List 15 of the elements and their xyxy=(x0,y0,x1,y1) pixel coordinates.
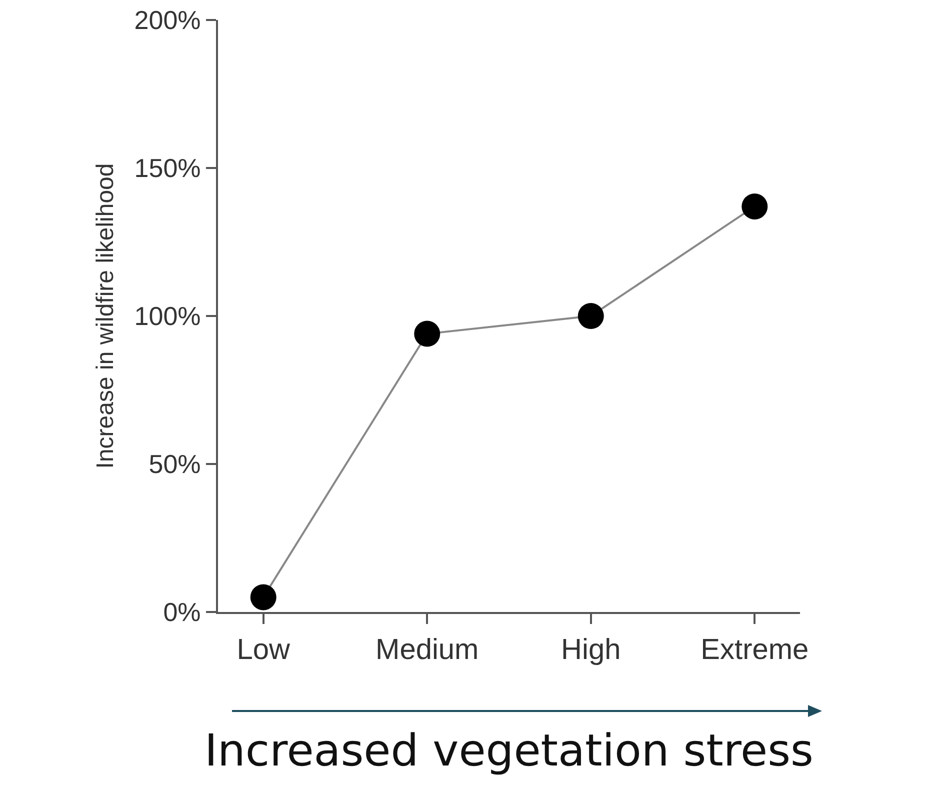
x-tick-label: Low xyxy=(236,634,292,666)
y-axis-title: Increase in wildfire likelihood xyxy=(92,163,119,469)
point xyxy=(742,193,768,220)
y-tick-label: 50% xyxy=(148,449,201,480)
y-tick-label: 150% xyxy=(134,153,201,184)
point xyxy=(250,584,276,610)
y-tick-label: 0% xyxy=(163,597,201,628)
x-tick-label: Extreme xyxy=(700,634,809,666)
y-tick-label: 100% xyxy=(134,301,201,332)
point xyxy=(578,303,604,329)
x-tick-label: High xyxy=(561,634,621,666)
x-axis-title: Increased vegetation stress xyxy=(204,726,814,777)
point xyxy=(414,320,440,347)
x-tick-label: Medium xyxy=(376,634,479,666)
y-tick-label: 200% xyxy=(134,5,201,36)
